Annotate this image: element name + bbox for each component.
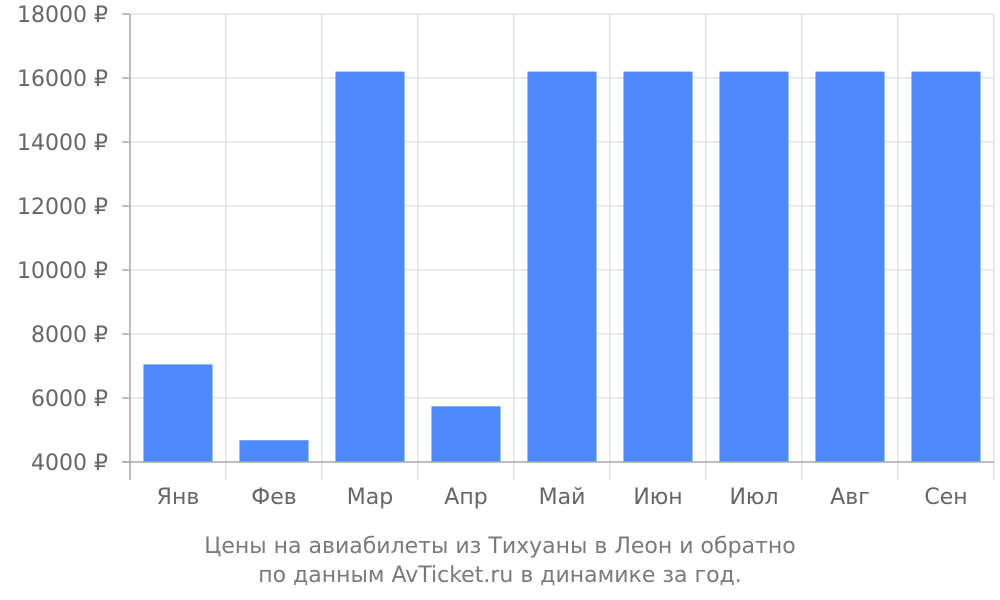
axes [122, 13, 995, 480]
bar-chart: 4000 ₽ 6000 ₽ 8000 ₽ 10000 ₽ 12000 ₽ 14000 ₽ 1… [17, 3, 995, 510]
bar-Фев [239, 440, 309, 462]
y-axis-labels: 4000 ₽ 6000 ₽ 8000 ₽ 10000 ₽ 12000 ₽ 14000 ₽ 1… [17, 3, 108, 476]
x-tick-label: Июл [729, 485, 778, 510]
x-tick-label: Май [539, 485, 586, 510]
y-tick-label: 14000 ₽ [17, 131, 108, 156]
y-tick-label: 18000 ₽ [17, 3, 108, 28]
bar-Авг [815, 71, 885, 462]
bar-Июл [719, 71, 789, 462]
x-tick-label: Апр [444, 485, 487, 510]
bar-Мар [335, 71, 405, 462]
x-tick-label: Авг [830, 485, 870, 510]
y-tick-label: 10000 ₽ [17, 259, 108, 284]
y-tick-label: 12000 ₽ [17, 195, 108, 220]
x-tick-label: Мар [347, 485, 393, 510]
x-tick-label: Июн [633, 485, 682, 510]
bars [143, 71, 981, 462]
y-tick-label: 6000 ₽ [31, 387, 108, 412]
chart-caption-line-2: по данным AvTicket.ru в динамике за год. [258, 563, 742, 588]
bar-Сен [911, 71, 981, 462]
x-tick-label: Фев [251, 485, 296, 510]
x-tick-label: Сен [924, 485, 967, 510]
x-axis-labels: Янв Фев Мар Апр Май Июн Июл Авг Сен [157, 485, 968, 510]
bar-Янв [143, 364, 213, 462]
bar-Апр [431, 406, 501, 462]
bar-Июн [623, 71, 693, 462]
chart-caption-line-1: Цены на авиабилеты из Тихуаны в Леон и о… [204, 534, 796, 559]
x-tick-label: Янв [157, 485, 200, 510]
bar-Май [527, 71, 597, 462]
y-tick-label: 8000 ₽ [31, 323, 108, 348]
y-tick-label: 4000 ₽ [31, 451, 108, 476]
y-tick-label: 16000 ₽ [17, 67, 108, 92]
